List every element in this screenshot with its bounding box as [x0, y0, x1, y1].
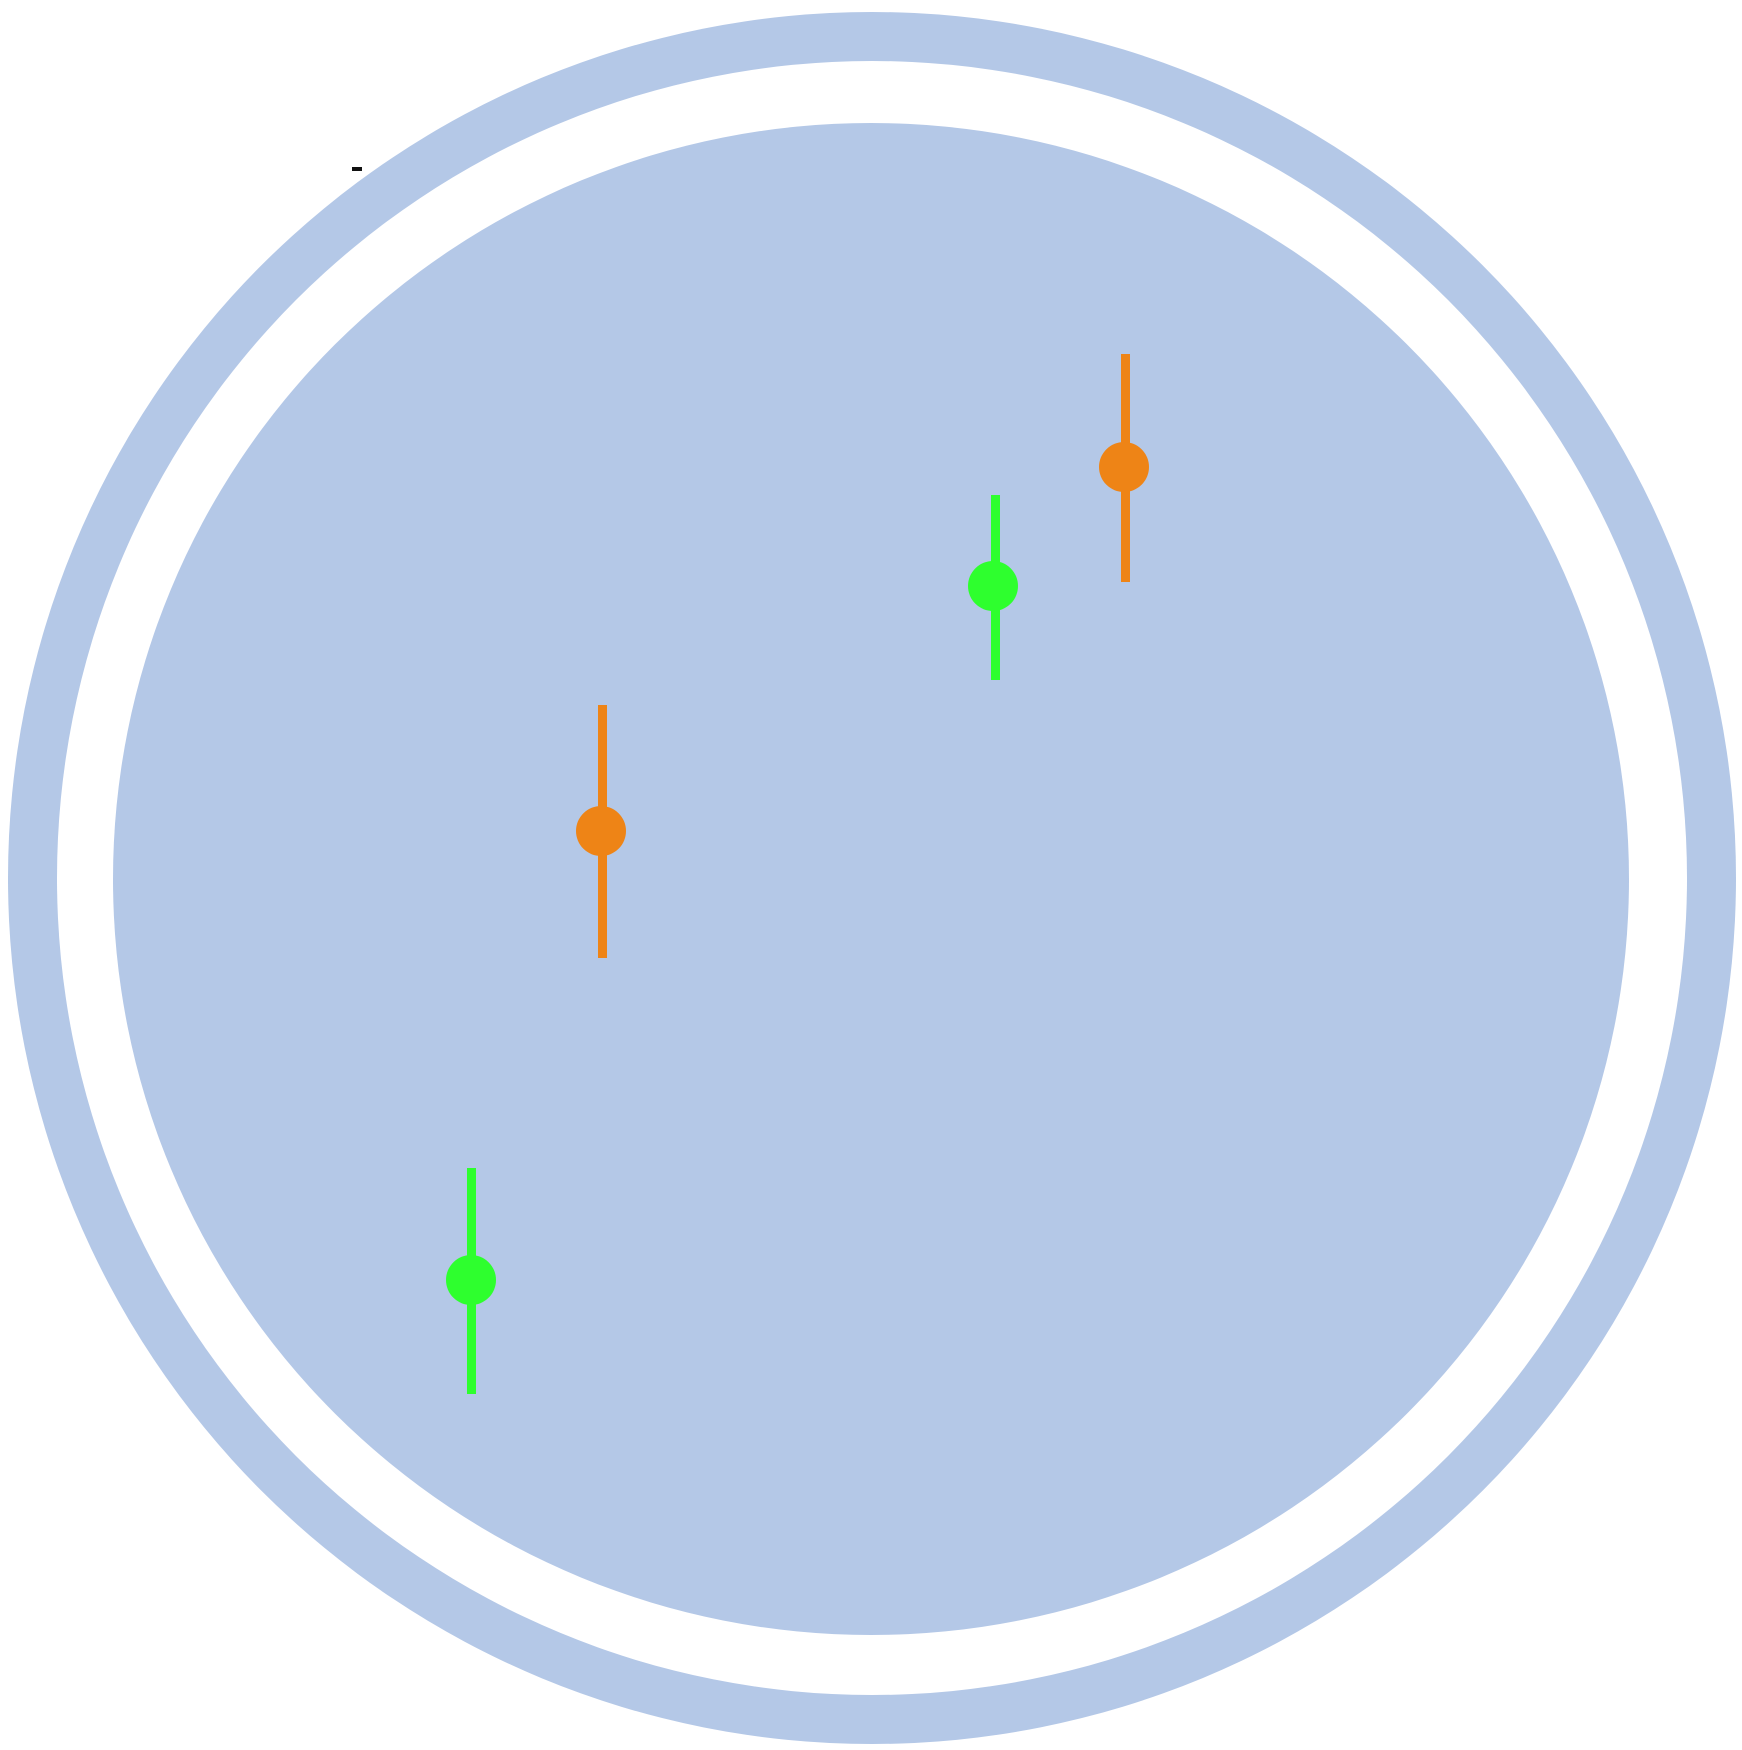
marker-orange-top: [1099, 354, 1149, 582]
dash-mark: [352, 167, 362, 171]
marker-green-upper: [968, 495, 1018, 680]
marker-green-lower: [446, 1168, 496, 1394]
marker-dot: [446, 1255, 496, 1305]
inner-disc: [113, 123, 1629, 1635]
marker-dot: [1099, 442, 1149, 492]
marker-orange-middle: [576, 705, 626, 958]
marker-dot: [968, 561, 1018, 611]
marker-dot: [576, 806, 626, 856]
